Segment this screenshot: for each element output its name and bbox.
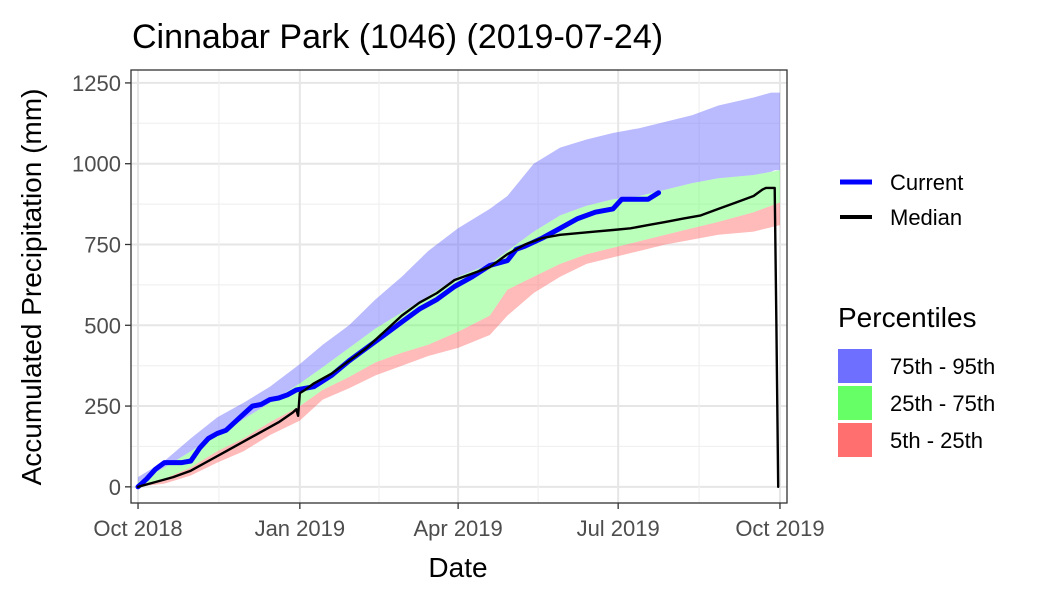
median-line — [136, 186, 780, 488]
y-tick-label: 0 — [109, 475, 121, 500]
legend-label-median: Median — [890, 205, 962, 230]
plot-border — [130, 69, 788, 504]
legend-label-current: Current — [890, 170, 963, 195]
current-line — [135, 190, 662, 490]
legend-swatch — [838, 386, 872, 420]
x-tick-label: Oct 2019 — [735, 516, 824, 541]
plot-area — [130, 69, 788, 504]
legend-fill-label: 75th - 95th — [890, 354, 995, 379]
y-tick-label: 750 — [84, 232, 121, 257]
y-axis-title: Accumulated Precipitation (mm) — [16, 89, 47, 486]
y-tick-label: 1000 — [72, 152, 121, 177]
series-lines — [135, 186, 780, 490]
legend-fill-label: 25th - 75th — [890, 391, 995, 416]
y-tick-label: 1250 — [72, 71, 121, 96]
legend-swatch — [838, 423, 872, 457]
x-axis: Oct 2018 Jan 2019 Apr 2019 Jul 2019 Oct 2019 — [93, 503, 825, 541]
x-axis-title: Date — [428, 552, 487, 583]
chart-title: Cinnabar Park (1046) (2019-07-24) — [132, 18, 663, 56]
legend-title: Percentiles — [838, 302, 977, 333]
x-tick-label: Jul 2019 — [577, 516, 660, 541]
grid — [131, 70, 787, 503]
y-axis: 0 250 500 750 1000 1250 — [72, 71, 131, 500]
band-75th-95th — [138, 92, 780, 482]
y-tick-label: 250 — [84, 394, 121, 419]
x-tick-label: Jan 2019 — [255, 516, 346, 541]
legend-fills: 75th - 95th 25th - 75th 5th - 25th — [838, 349, 995, 457]
x-tick-label: Apr 2019 — [413, 516, 502, 541]
legend-swatch — [838, 349, 872, 383]
legend: Current Median Percentiles 75th - 95th 25t… — [838, 170, 995, 457]
x-tick-label: Oct 2018 — [93, 516, 182, 541]
legend-lines: Current Median — [840, 170, 963, 230]
legend-fill-label: 5th - 25th — [890, 428, 983, 453]
y-tick-label: 500 — [84, 313, 121, 338]
